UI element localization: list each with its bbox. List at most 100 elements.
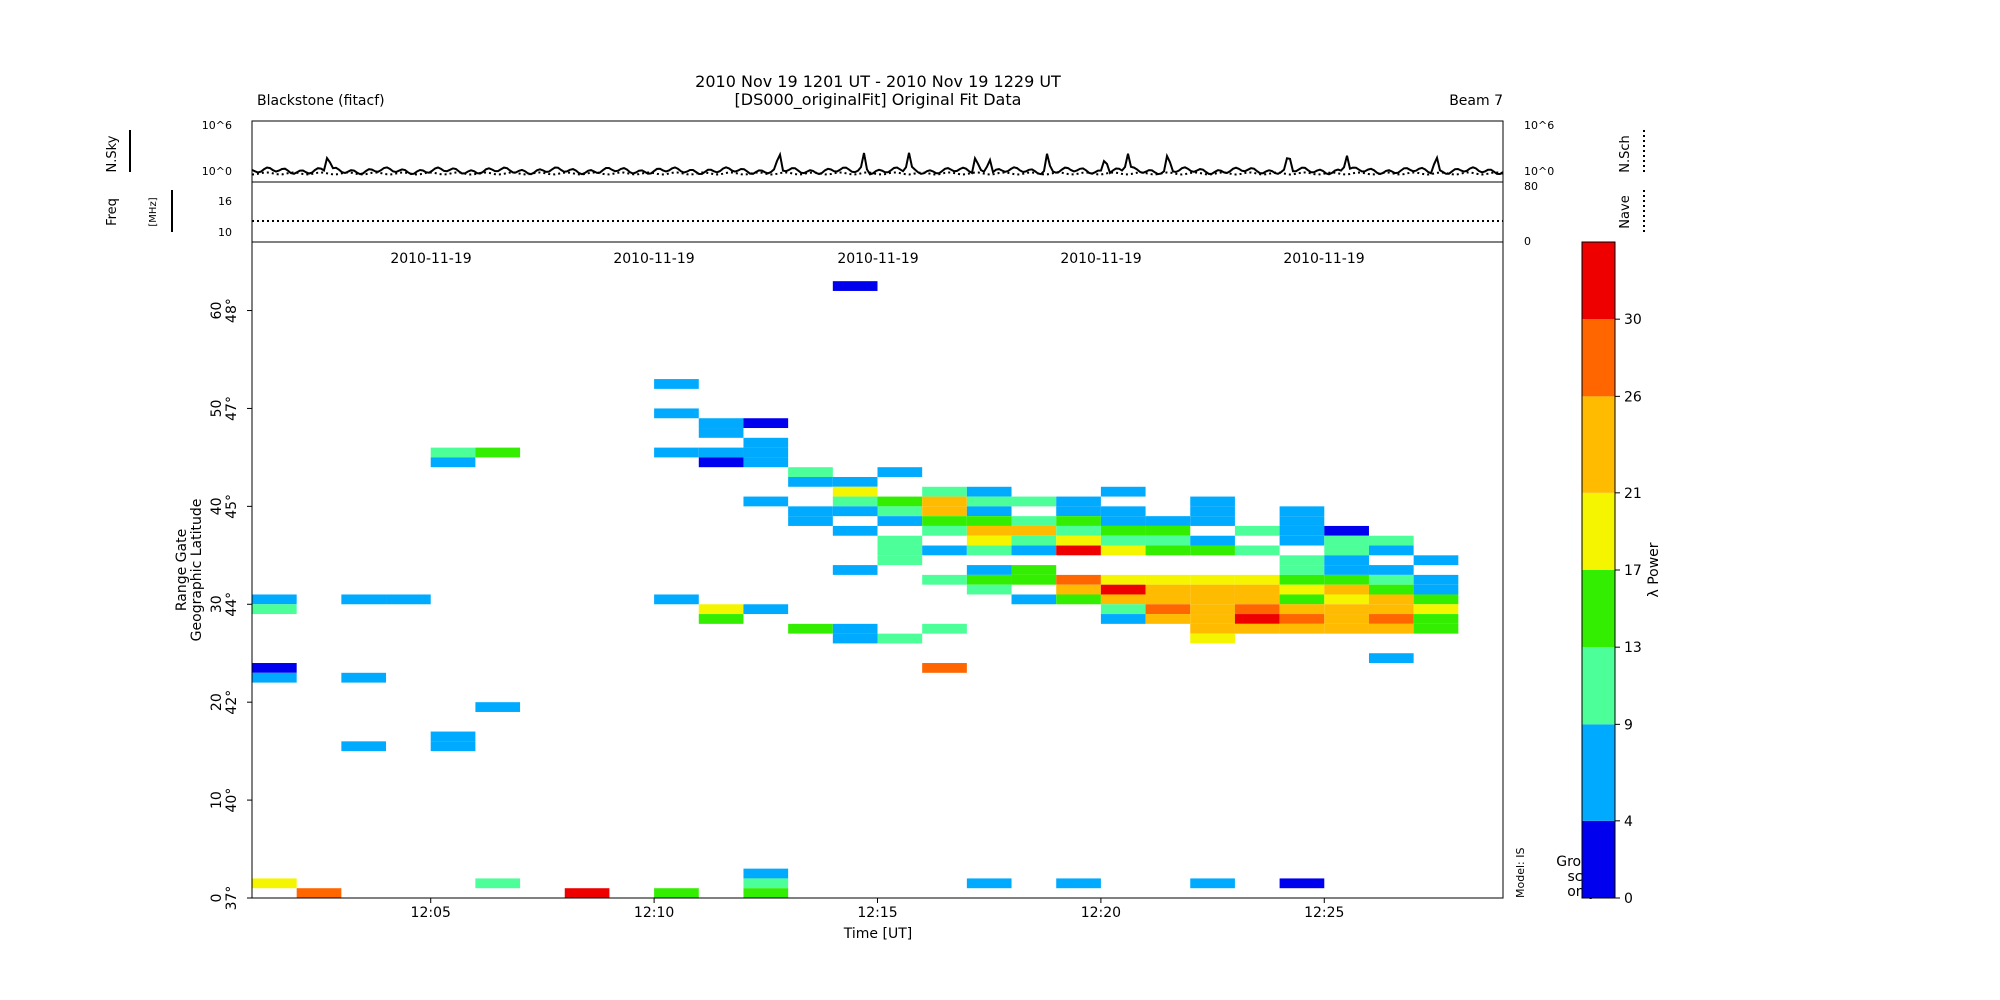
- heatmap-cell: [1190, 614, 1235, 624]
- heatmap-cell: [832, 496, 878, 507]
- heatmap-cell: [564, 888, 610, 898]
- freq-label: Freq: [105, 198, 120, 226]
- heatmap-cell: [1279, 555, 1325, 566]
- heatmap-cell: [922, 496, 967, 507]
- heatmap-cell: [832, 623, 878, 634]
- y-tick-label-gate: 60: [209, 302, 225, 320]
- y-tick-label-gate: 40: [209, 497, 225, 515]
- noise-panel-frame: [251, 120, 1504, 183]
- heatmap-cell: [698, 457, 744, 468]
- date-label: 2010-11-19: [1283, 251, 1364, 267]
- heatmap-cell: [1279, 516, 1325, 526]
- heatmap-cell: [1279, 565, 1325, 575]
- colorbar-block: [1582, 647, 1615, 725]
- heatmap-cell: [1145, 604, 1191, 615]
- heatmap-cell: [1324, 525, 1369, 536]
- heatmap-cell: [252, 672, 297, 683]
- date-label: 2010-11-19: [613, 251, 694, 267]
- nave-tick-80: 80: [1524, 180, 1538, 193]
- heatmap-cell: [654, 594, 699, 605]
- heatmap-cell: [1324, 623, 1369, 634]
- heatmap-cell: [1279, 604, 1325, 615]
- noise-search-label: N.Sch: [1618, 135, 1633, 173]
- x-tick-label: 12:10: [634, 905, 674, 921]
- heatmap-cell: [1234, 545, 1280, 556]
- heatmap-cell: [1100, 486, 1146, 497]
- heatmap-cell: [430, 457, 476, 468]
- heatmap-cell: [1368, 584, 1414, 595]
- heatmap-cell: [1279, 574, 1325, 585]
- heatmap-cell: [654, 888, 699, 898]
- heatmap-cell: [698, 604, 744, 615]
- freq-panel: 16 10 80 0 Freq [MHz] Nave: [105, 180, 1645, 248]
- heatmap-cell: [654, 379, 699, 389]
- heatmap-cell: [1145, 614, 1191, 624]
- y-tick-label-latitude: 37°: [224, 886, 240, 911]
- heatmap-cell: [430, 741, 476, 752]
- heatmap-cell: [1324, 584, 1369, 595]
- colorbar-blocks: [1582, 242, 1615, 898]
- heatmap-cell: [1100, 574, 1146, 585]
- heatmap-cell: [1368, 653, 1414, 664]
- x-tick-label: 12:25: [1304, 905, 1344, 921]
- colorbar-block: [1582, 319, 1615, 397]
- colorbar-tick-label: 17: [1624, 563, 1642, 579]
- heatmap-cell: [1190, 516, 1235, 526]
- heatmap-cell: [1190, 594, 1235, 605]
- heatmap-cell: [1011, 516, 1057, 526]
- colorbar-ticks: 0 4 9 13 17 21 26 30: [1615, 312, 1642, 907]
- heatmap-cell: [788, 467, 833, 477]
- heatmap-cell: [743, 418, 789, 429]
- heatmap-cell: [1190, 584, 1235, 595]
- colorbar-tick-label: 9: [1624, 717, 1633, 733]
- x-tick-label: 12:15: [857, 905, 897, 921]
- heatmap-cell: [1056, 525, 1101, 536]
- heatmap-cell: [922, 623, 967, 634]
- noise-sky-label: N.Sky: [105, 135, 120, 172]
- freq-unit-label: [MHz]: [148, 197, 159, 226]
- heatmap-cell: [877, 555, 923, 566]
- heatmap-cell: [1011, 525, 1057, 536]
- heatmap-cell: [877, 535, 923, 546]
- colorbar-tick-label: 21: [1624, 486, 1642, 502]
- heatmap-cell: [341, 594, 387, 605]
- heatmap-cell: [1011, 535, 1057, 546]
- heatmap-cell: [698, 418, 744, 429]
- heatmap-cell: [1190, 633, 1235, 644]
- heatmap-cell: [1145, 535, 1191, 546]
- y-tick-label-gate: 50: [209, 400, 225, 418]
- heatmap-cell: [966, 565, 1012, 575]
- heatmap-cell: [922, 486, 967, 497]
- date-label: 2010-11-19: [390, 251, 471, 267]
- heatmap-cell: [1279, 594, 1325, 605]
- heatmap-cell: [698, 614, 744, 624]
- heatmap-cell: [1368, 574, 1414, 585]
- heatmap-cell: [1279, 623, 1325, 634]
- heatmap-cell: [430, 731, 476, 742]
- heatmap-cell: [1056, 878, 1101, 889]
- heatmap-cell: [1056, 496, 1101, 507]
- heatmap-cell: [743, 868, 789, 879]
- heatmap-cell: [1190, 506, 1235, 517]
- nave-label: Nave: [1618, 195, 1633, 228]
- heatmap-cell: [877, 506, 923, 517]
- y-axis-label-latitude: Geographic Latitude: [189, 499, 205, 642]
- heatmap-cell: [966, 516, 1012, 526]
- heatmap-cell: [1368, 535, 1414, 546]
- y-axis-ticks: 0 10 20 30 40 50 60 37° 40° 42° 44° 45° 47° 48°: [209, 298, 252, 910]
- heatmap-cell: [1145, 525, 1191, 536]
- heatmap-cell: [788, 476, 833, 487]
- colorbar-block: [1582, 570, 1615, 648]
- heatmap-cell: [1413, 594, 1459, 605]
- heatmap-cell: [1056, 574, 1101, 585]
- heatmap-cell: [1324, 594, 1369, 605]
- x-tick-label: 12:20: [1081, 905, 1121, 921]
- chart-title-line1: 2010 Nov 19 1201 UT - 2010 Nov 19 1229 U…: [695, 72, 1061, 91]
- freq-tick-16: 16: [218, 195, 232, 208]
- x-axis-ticks: 12:05 12:10 12:15 12:20 12:25: [411, 898, 1344, 921]
- colorbar-tick-label: 26: [1624, 389, 1642, 405]
- main-plot: 12:05 12:10 12:15 12:20 12:25 0 10 20 30 40 50 60 3…: [174, 241, 1608, 942]
- heatmap-cell: [1413, 604, 1459, 615]
- heatmap-cell: [743, 604, 789, 615]
